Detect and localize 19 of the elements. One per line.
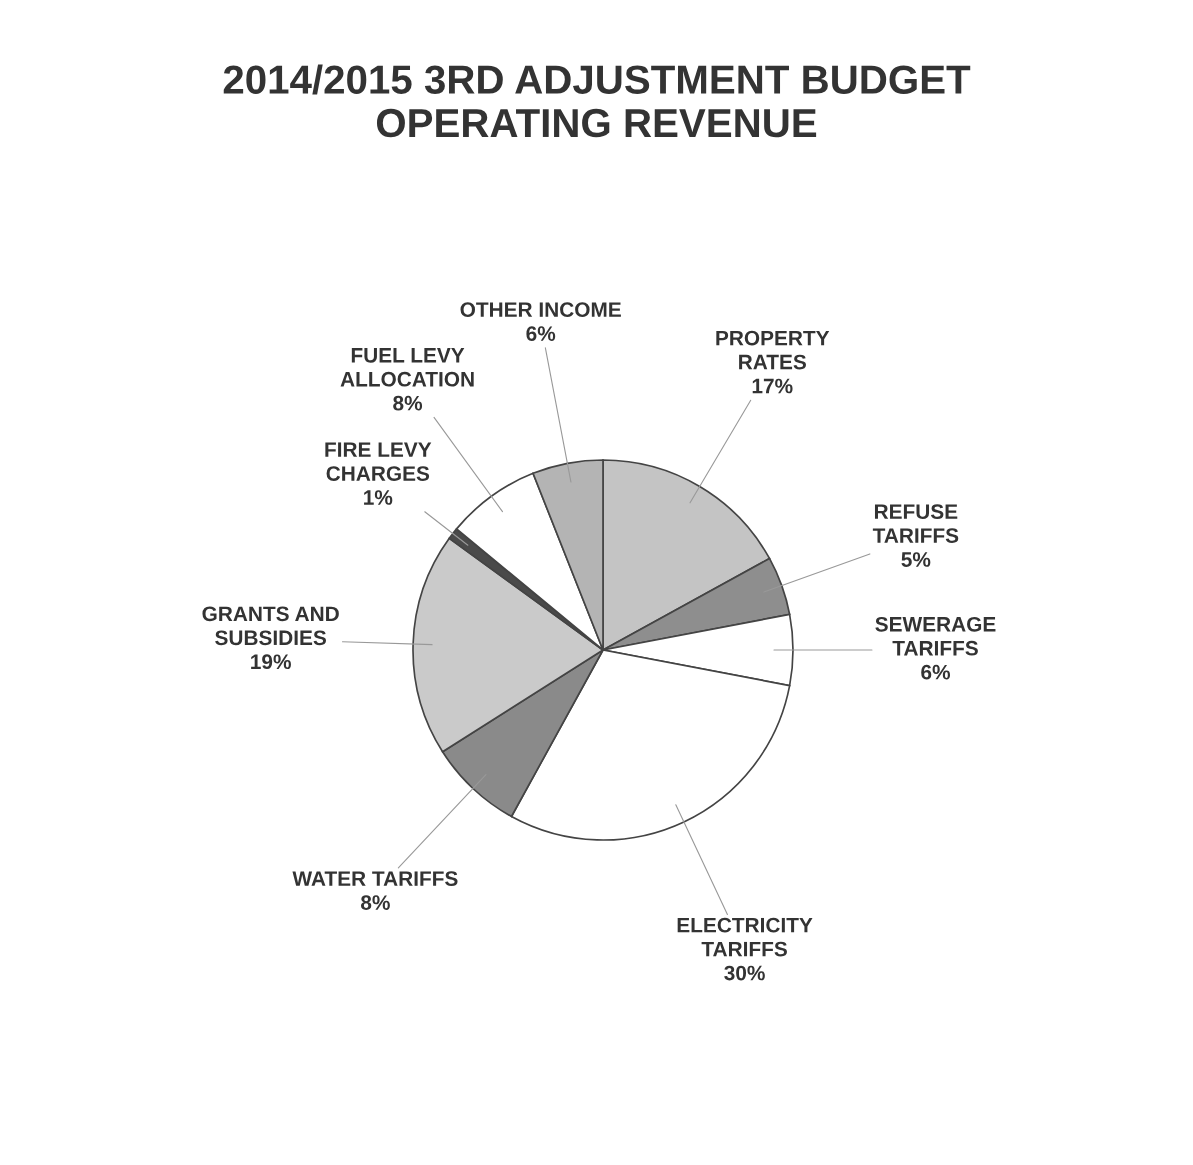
slice-label: FIRE LEVY CHARGES <box>325 442 432 481</box>
data-label: 8% <box>393 395 423 411</box>
chart-title: 2014/2015 3RD ADJUSTMENT BUDGET OPERATING REVENUE <box>223 64 971 138</box>
slice-label: GRANTS AND SUBSIDIES <box>202 606 339 646</box>
data-label: 6% <box>526 326 556 341</box>
data-label: 17% <box>752 378 793 394</box>
data-label: 19% <box>251 654 291 670</box>
data-label: 5% <box>901 552 931 567</box>
slice-label: WATER TARIFFS <box>292 871 458 886</box>
slice-label: ELECTRICITY TARIFFS <box>677 917 813 957</box>
data-label: 1% <box>364 490 393 505</box>
slice-label: PROPERTY RATES <box>716 330 830 370</box>
slice-label: OTHER INCOME <box>460 302 621 318</box>
slice-label: REFUSE TARIFFS <box>872 504 959 543</box>
data-label: 30% <box>724 965 765 981</box>
data-label: 6% <box>921 664 951 680</box>
slice-label: SEWERAGE TARIFFS <box>875 616 996 656</box>
data-label: 8% <box>360 895 390 910</box>
slice-label: FUEL LEVY ALLOCATION <box>340 348 474 387</box>
